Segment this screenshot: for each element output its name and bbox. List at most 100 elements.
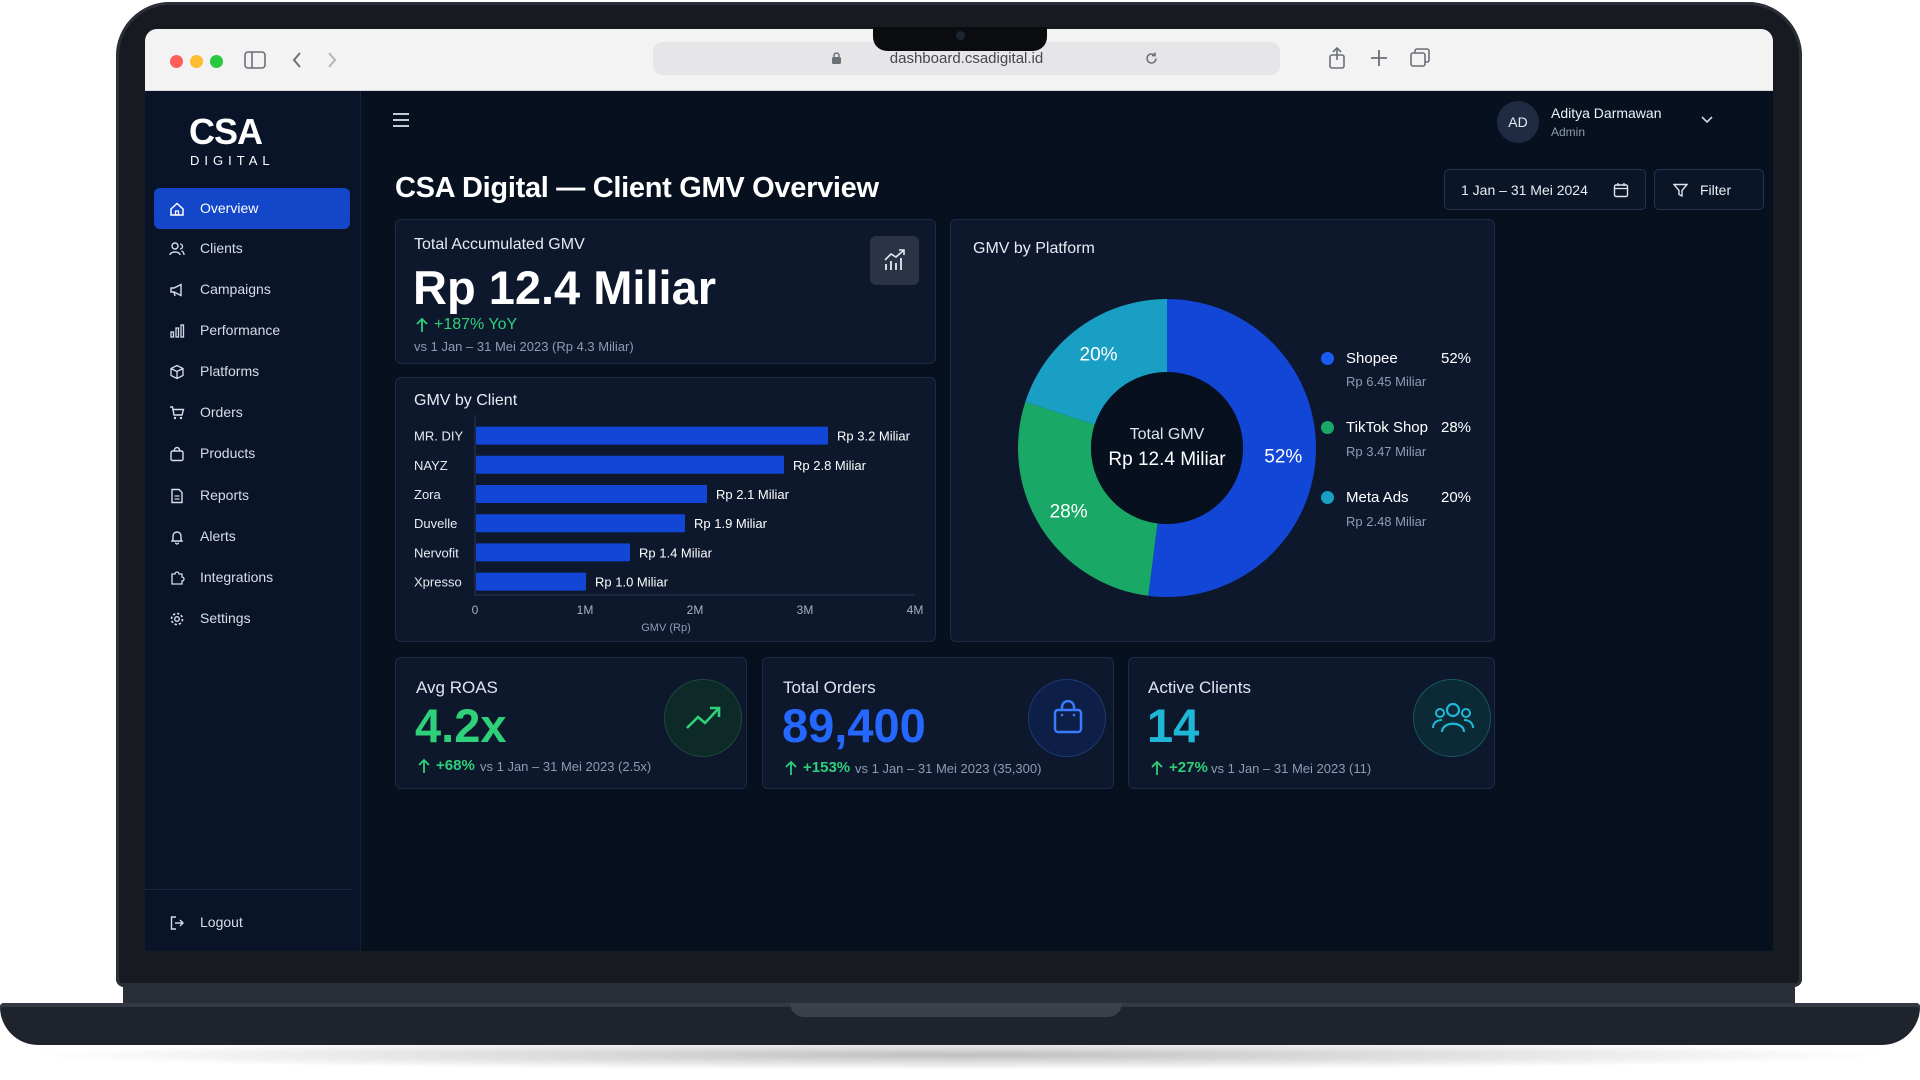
kpi-compare: vs 1 Jan – 31 Mei 2023 (2.5x) [480, 759, 652, 774]
group-icon [1432, 702, 1474, 733]
brand-logo[interactable]: CSA [189, 111, 263, 152]
sidebar-toggle-icon[interactable] [244, 51, 266, 69]
kpi-label: Active Clients [1148, 678, 1251, 697]
minimize-window-button[interactable] [190, 55, 203, 68]
sidebar-item-label: Orders [200, 404, 243, 420]
lock-icon [832, 52, 841, 64]
legend-amount: Rp 3.47 Miliar [1346, 444, 1427, 459]
category-label: Zora [414, 487, 442, 502]
sidebar-item-overview[interactable]: Overview [154, 188, 350, 229]
date-range-picker[interactable]: 1 Jan – 31 Mei 2024 [1444, 169, 1646, 210]
kpi-change: +153% [803, 759, 851, 776]
kpi-label: Total Orders [783, 678, 876, 697]
new-tab-icon[interactable] [1370, 49, 1388, 67]
filter-button[interactable]: Filter [1654, 169, 1764, 210]
bar-value-label: Rp 3.2 Miliar [837, 429, 911, 444]
category-label: Xpresso [414, 575, 462, 590]
gmv-by-platform-card: GMV by Platform 52% 28% 20% Total GMV Rp 1… [950, 219, 1495, 642]
calendar-icon [1613, 183, 1629, 198]
chart-title: GMV by Client [414, 392, 518, 409]
sidebar-item-orders[interactable]: Orders [154, 392, 350, 433]
category-label: Nervofit [414, 545, 459, 560]
hamburger-menu-icon[interactable] [392, 112, 410, 128]
slice-label: 28% [1050, 501, 1088, 522]
puzzle-icon [171, 571, 185, 585]
kpi-value: 89,400 [782, 699, 926, 752]
page-title: CSA Digital — Client GMV Overview [395, 172, 879, 204]
sidebar-item-platforms[interactable]: Platforms [154, 351, 350, 392]
kpi-icon-circle [1413, 679, 1491, 757]
chart-title: GMV by Platform [973, 240, 1095, 257]
x-tick-label: 1M [577, 603, 594, 617]
forward-icon[interactable] [326, 51, 338, 69]
user-menu[interactable]: AD Aditya Darmawan Admin [1497, 101, 1727, 145]
cart-icon [170, 406, 185, 420]
bell-icon [170, 531, 184, 545]
box-icon [170, 364, 184, 380]
gmv-value: Rp 12.4 Miliar [413, 261, 716, 314]
gmv-by-client-card: GMV by Client MR. DIY Rp 3.2 Miliar NAYZ Rp… [395, 377, 936, 642]
sidebar-item-clients[interactable]: Clients [154, 228, 350, 269]
kpi-value: 14 [1147, 699, 1200, 752]
logout-icon [170, 916, 184, 930]
back-icon[interactable] [291, 51, 303, 69]
x-tick-label: 4M [907, 603, 924, 617]
shopping-bag-icon [1053, 700, 1083, 734]
arrow-up-icon [418, 758, 430, 773]
sidebar-item-label: Reports [200, 487, 250, 503]
x-tick-label: 3M [797, 603, 814, 617]
brand-subtitle: DIGITAL [190, 153, 275, 168]
donut-hole [1091, 372, 1243, 524]
zoom-window-button[interactable] [210, 55, 223, 68]
user-role: Admin [1551, 125, 1586, 139]
tab-overview-icon[interactable] [1410, 48, 1430, 68]
sidebar-item-alerts[interactable]: Alerts [154, 516, 350, 557]
sidebar-item-integrations[interactable]: Integrations [154, 557, 350, 598]
megaphone-icon [170, 283, 182, 297]
sidebar-item-campaigns[interactable]: Campaigns [154, 269, 350, 310]
sidebar-item-label: Platforms [200, 363, 260, 379]
users-icon [169, 242, 185, 256]
logout-label: Logout [200, 914, 243, 930]
bar [476, 455, 784, 474]
device-shadow [20, 1040, 1900, 1070]
close-window-button[interactable] [170, 55, 183, 68]
gmv-change: +187% YoY [434, 316, 518, 333]
sidebar-item-products[interactable]: Products [154, 433, 350, 474]
sidebar-item-performance[interactable]: Performance [154, 310, 350, 351]
kpi-icon-circle [1028, 679, 1106, 757]
address-bar[interactable]: dashboard.csadigital.id [653, 42, 1280, 75]
donut-slice [1018, 401, 1158, 596]
client-bar-chart: MR. DIY Rp 3.2 Miliar NAYZ Rp 2.8 Miliar Zor… [414, 415, 924, 634]
platform-donut-chart: 52% 28% 20% [1018, 299, 1316, 597]
sidebar-item-label: Clients [200, 240, 243, 256]
legend-swatch [1321, 352, 1334, 365]
bar [476, 426, 828, 445]
trend-badge [870, 236, 919, 285]
gmv-compare: vs 1 Jan – 31 Mei 2023 (Rp 4.3 Miliar) [414, 339, 634, 354]
sidebar-item-label: Integrations [200, 569, 274, 585]
filter-icon [1673, 183, 1688, 198]
slice-label: 52% [1264, 446, 1302, 467]
donut-slice [1148, 299, 1316, 597]
sidebar-item-reports[interactable]: Reports [154, 475, 350, 516]
arrow-up-icon [416, 317, 428, 332]
kpi-card-clients: Active Clients 14 +27% vs 1 Jan – 31 Mei… [1128, 657, 1495, 789]
analytics-icon [884, 249, 905, 270]
avatar-initials: AD [1508, 114, 1528, 130]
sidebar-item-label: Overview [200, 200, 259, 216]
kpi-change: +68% [436, 757, 475, 774]
filter-label: Filter [1700, 182, 1732, 198]
bar-value-label: Rp 2.1 Miliar [716, 487, 790, 502]
share-icon[interactable] [1328, 47, 1346, 69]
logout-button[interactable]: Logout [154, 902, 350, 943]
kpi-value: 4.2x [415, 699, 507, 752]
laptop-hinge [123, 983, 1795, 1005]
bag-icon [170, 446, 184, 462]
sidebar-item-settings[interactable]: Settings [154, 598, 350, 639]
bar [476, 514, 685, 533]
date-range-value: 1 Jan – 31 Mei 2024 [1461, 182, 1588, 198]
bar-value-label: Rp 1.9 Miliar [694, 516, 768, 531]
reload-icon[interactable] [1144, 51, 1159, 66]
